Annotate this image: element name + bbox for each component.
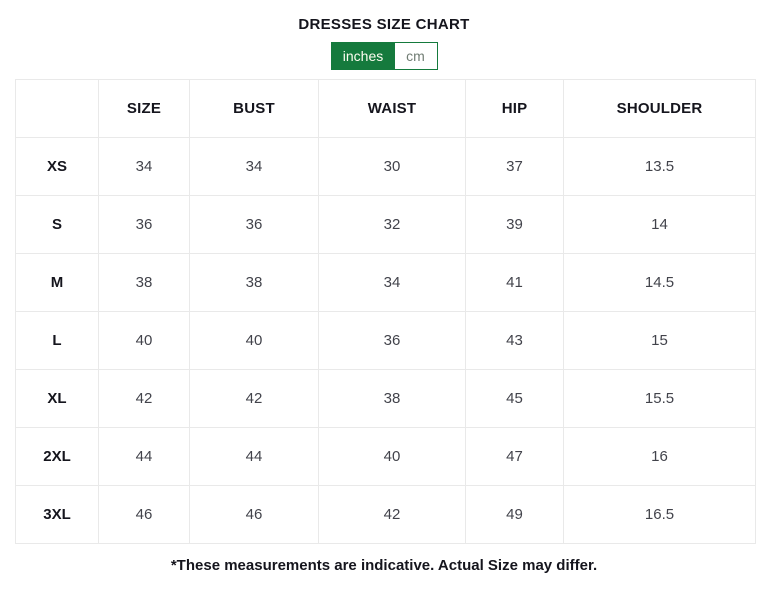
cell-hip: 41 bbox=[465, 253, 564, 312]
cell-waist: 32 bbox=[318, 195, 466, 254]
page-title: DRESSES SIZE CHART bbox=[298, 16, 470, 33]
cell-hip: 37 bbox=[465, 137, 564, 196]
table-row: M 38 38 34 41 14.5 bbox=[15, 253, 756, 312]
table-row: 2XL 44 44 40 47 16 bbox=[15, 427, 756, 486]
cell-size: 46 bbox=[98, 485, 190, 544]
row-label: S bbox=[15, 195, 99, 254]
table-row: 3XL 46 46 42 49 16.5 bbox=[15, 485, 756, 544]
cell-shoulder: 15.5 bbox=[563, 369, 756, 428]
cell-shoulder: 13.5 bbox=[563, 137, 756, 196]
cell-hip: 43 bbox=[465, 311, 564, 370]
cell-shoulder: 16 bbox=[563, 427, 756, 486]
cell-shoulder: 14 bbox=[563, 195, 756, 254]
cell-shoulder: 15 bbox=[563, 311, 756, 370]
header-cell-waist: WAIST bbox=[318, 79, 466, 138]
size-chart-table: SIZE BUST WAIST HIP SHOULDER XS 34 34 30… bbox=[15, 79, 756, 544]
disclaimer-footnote: *These measurements are indicative. Actu… bbox=[170, 557, 598, 574]
cell-bust: 36 bbox=[189, 195, 319, 254]
cell-waist: 42 bbox=[318, 485, 466, 544]
table-row: XS 34 34 30 37 13.5 bbox=[15, 137, 756, 196]
cell-size: 36 bbox=[98, 195, 190, 254]
table-row: S 36 36 32 39 14 bbox=[15, 195, 756, 254]
toggle-option-cm[interactable]: cm bbox=[394, 43, 437, 69]
cell-hip: 39 bbox=[465, 195, 564, 254]
cell-size: 42 bbox=[98, 369, 190, 428]
cell-waist: 30 bbox=[318, 137, 466, 196]
cell-waist: 38 bbox=[318, 369, 466, 428]
cell-bust: 34 bbox=[189, 137, 319, 196]
cell-hip: 49 bbox=[465, 485, 564, 544]
unit-toggle: inches cm bbox=[330, 42, 438, 70]
cell-size: 44 bbox=[98, 427, 190, 486]
cell-shoulder: 14.5 bbox=[563, 253, 756, 312]
toggle-option-inches[interactable]: inches bbox=[331, 43, 395, 69]
cell-bust: 46 bbox=[189, 485, 319, 544]
cell-shoulder: 16.5 bbox=[563, 485, 756, 544]
cell-hip: 45 bbox=[465, 369, 564, 428]
header-cell-size: SIZE bbox=[98, 79, 190, 138]
row-label: 3XL bbox=[15, 485, 99, 544]
cell-bust: 38 bbox=[189, 253, 319, 312]
table-row: XL 42 42 38 45 15.5 bbox=[15, 369, 756, 428]
table-row: L 40 40 36 43 15 bbox=[15, 311, 756, 370]
cell-waist: 36 bbox=[318, 311, 466, 370]
row-label: L bbox=[15, 311, 99, 370]
table-header-row: SIZE BUST WAIST HIP SHOULDER bbox=[15, 79, 756, 138]
cell-size: 34 bbox=[98, 137, 190, 196]
row-label: M bbox=[15, 253, 99, 312]
row-label: 2XL bbox=[15, 427, 99, 486]
row-label: XL bbox=[15, 369, 99, 428]
cell-size: 40 bbox=[98, 311, 190, 370]
header-cell-bust: BUST bbox=[189, 79, 319, 138]
header-cell-blank bbox=[15, 79, 99, 138]
cell-bust: 40 bbox=[189, 311, 319, 370]
cell-waist: 40 bbox=[318, 427, 466, 486]
row-label: XS bbox=[15, 137, 99, 196]
header-cell-hip: HIP bbox=[465, 79, 564, 138]
cell-size: 38 bbox=[98, 253, 190, 312]
cell-bust: 44 bbox=[189, 427, 319, 486]
cell-hip: 47 bbox=[465, 427, 564, 486]
header-cell-shoulder: SHOULDER bbox=[563, 79, 756, 138]
cell-bust: 42 bbox=[189, 369, 319, 428]
unit-toggle-wrap: inches cm bbox=[0, 42, 768, 70]
cell-waist: 34 bbox=[318, 253, 466, 312]
